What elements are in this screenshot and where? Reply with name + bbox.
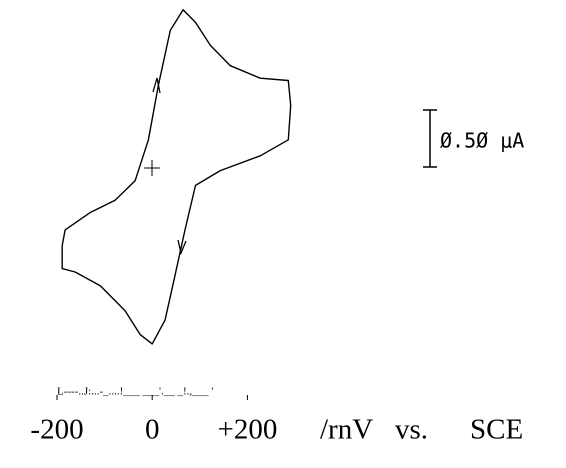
cv-curve xyxy=(61,9,292,345)
x-tick-label: -200 xyxy=(30,414,83,446)
scan-arrow xyxy=(152,77,161,94)
scale-bar-label: Ø.5Ø μA xyxy=(440,129,524,153)
x-axis-label: SCE xyxy=(470,414,523,446)
x-axis-label: vs. xyxy=(395,414,428,446)
x-axis-label: /rnV xyxy=(320,414,373,446)
x-tick-label: +200 xyxy=(217,414,277,446)
x-tick-label: 0 xyxy=(145,414,160,446)
tick-scan-text: L----..J:...-_....!___ ___'.__ _!.,___ ' xyxy=(57,386,213,398)
scan-arrow xyxy=(177,239,187,256)
